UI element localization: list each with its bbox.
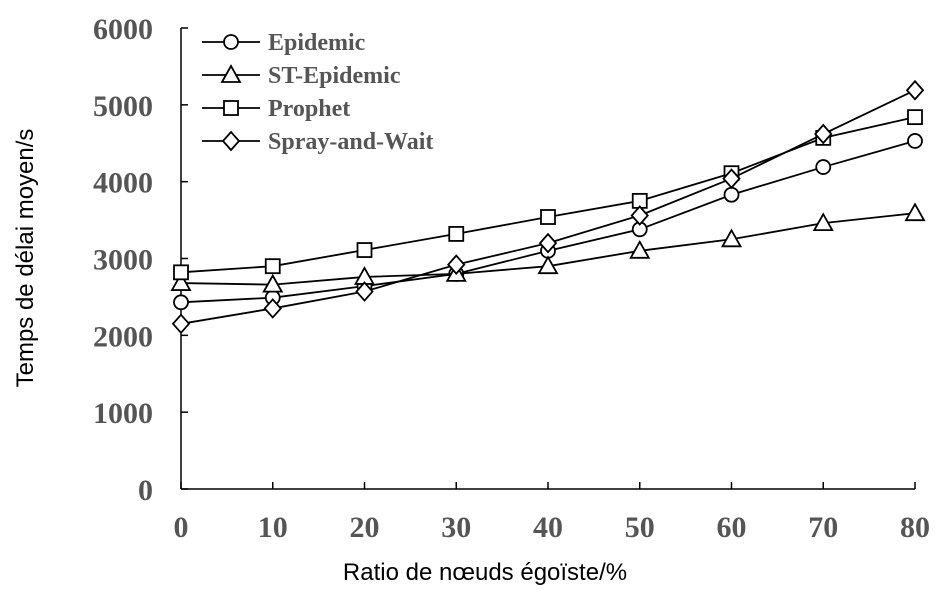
x-tick-label: 40 [533,511,563,544]
data-point-spray-and-wait [355,281,374,302]
data-point-prophet [907,109,923,126]
data-point-prophet [173,264,189,281]
legend-item-prophet: Prophet [202,96,350,122]
legend-item-spray-and-wait: Spray-and-Wait [202,129,433,155]
series-line-spray-and-wait [180,89,916,325]
x-tick-label: 60 [717,511,747,544]
legend: Epidemic ST-Epidemic Prophet Spray-and-Wait [202,30,433,155]
data-point-epidemic [723,186,740,203]
data-point-prophet [540,209,556,225]
data-point-epidemic [907,133,923,149]
y-axis-label: Temps de délai moyen/s [12,129,39,388]
y-tick-label: 5000 [93,90,153,123]
data-point-spray-and-wait [814,123,833,145]
y-tick-label: 1000 [93,397,153,430]
data-point-spray-and-wait [905,79,925,101]
y-tick-label: 4000 [93,167,153,200]
data-point-st-epidemic [537,255,559,275]
legend-label: Prophet [268,96,350,122]
legend-label: Spray-and-Wait [268,129,433,155]
data-point-prophet [264,258,281,275]
legend-marker-diamond [221,130,241,152]
data-point-st-epidemic [812,212,834,232]
data-point-epidemic [173,294,189,311]
legend-label: Epidemic [268,30,366,56]
data-point-spray-and-wait [447,254,466,276]
data-point-st-epidemic [720,228,743,248]
x-tick-label: 50 [625,511,655,544]
legend-marker-square [223,100,239,116]
legend-item-st-epidemic: ST-Epidemic [202,63,401,89]
y-ticks: 0 1000 2000 3000 4000 5000 6000 [93,13,188,507]
data-point-spray-and-wait [171,313,191,335]
series-spray-and-wait [171,79,925,335]
x-tick-label: 70 [808,511,838,544]
y-tick-label: 2000 [93,320,153,353]
series-layer [170,79,926,335]
legend-label: ST-Epidemic [268,63,401,89]
x-tick-label: 0 [174,511,189,544]
data-point-spray-and-wait [263,298,282,319]
x-tick-label: 20 [350,511,380,544]
y-tick-label: 6000 [93,13,153,46]
data-point-st-epidemic [629,239,651,259]
legend-marker-triangle [220,64,242,83]
data-point-spray-and-wait [538,232,558,254]
y-tick-label: 0 [138,474,153,507]
x-axis-label: Ratio de nœuds égoïste/% [343,559,627,586]
x-tick-label: 10 [258,511,288,544]
data-point-spray-and-wait [722,168,741,189]
data-point-prophet [448,226,465,242]
data-point-spray-and-wait [630,205,649,226]
data-point-epidemic [815,159,832,175]
data-point-st-epidemic [262,273,284,293]
x-ticks: 0 10 20 30 40 50 60 70 80 [174,482,930,544]
legend-item-epidemic: Epidemic [202,30,366,56]
legend-marker-circle [223,34,239,50]
series-st-epidemic [170,202,926,293]
data-point-prophet [356,242,373,258]
data-point-st-epidemic [904,202,926,222]
x-tick-label: 30 [441,511,471,544]
y-tick-label: 3000 [93,244,153,277]
data-point-st-epidemic [170,272,192,291]
x-tick-label: 80 [900,511,930,544]
